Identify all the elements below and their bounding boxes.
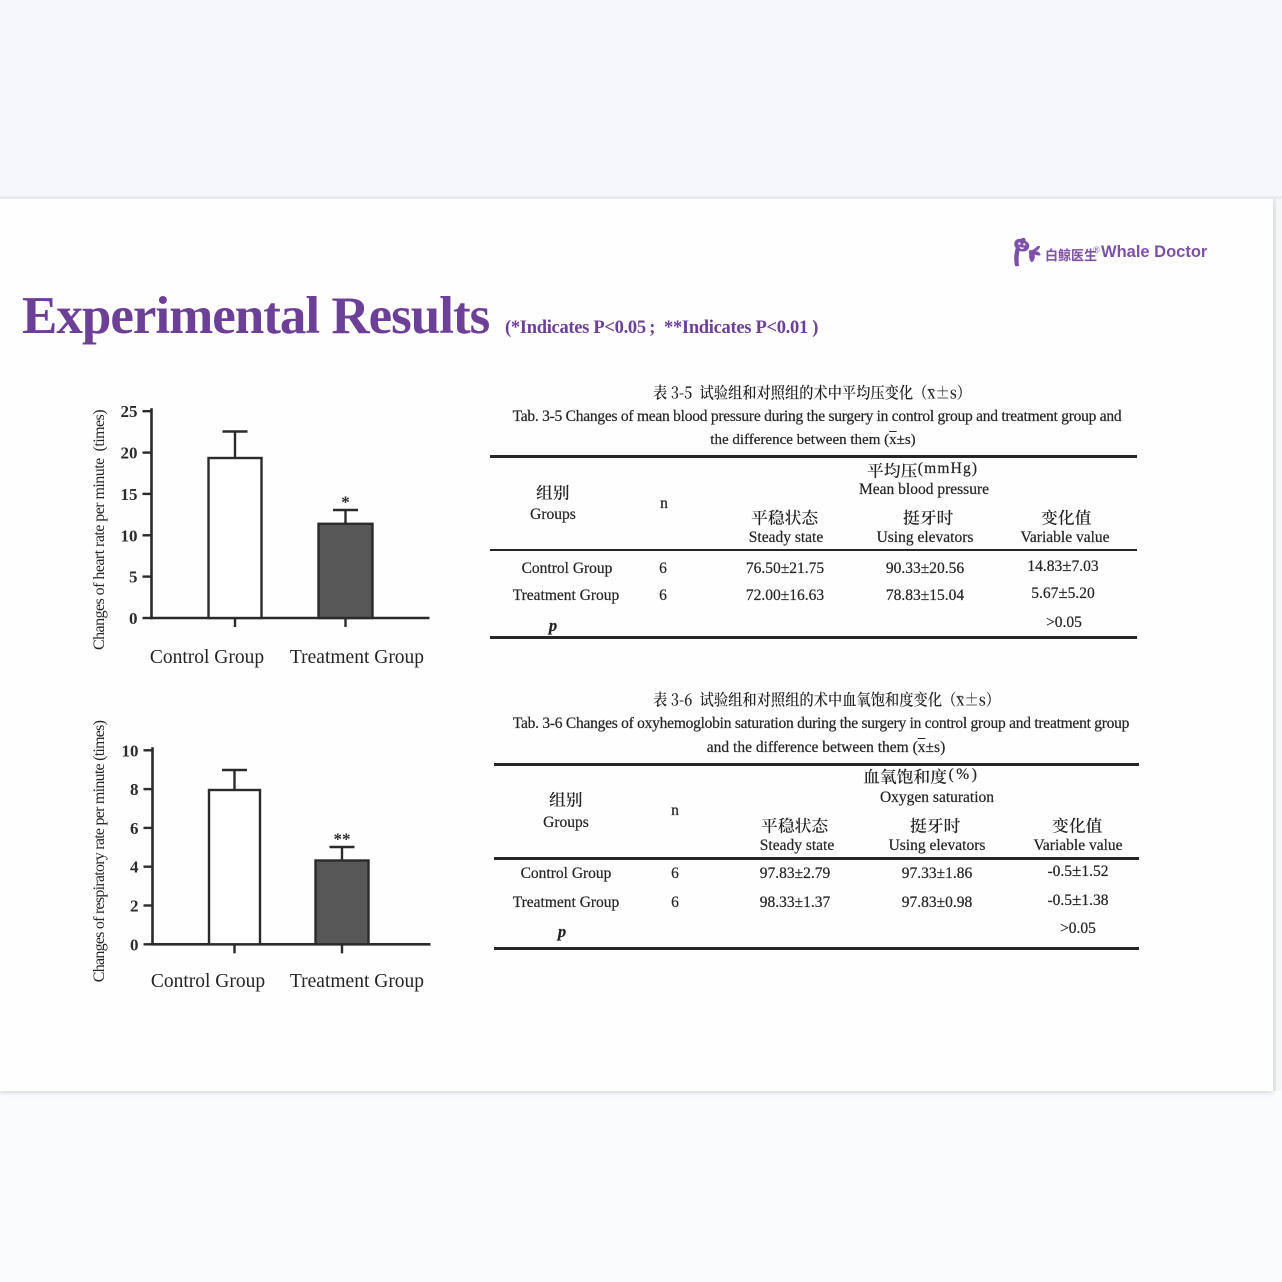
svg-text:Treatment Group: Treatment Group <box>290 971 424 992</box>
svg-text:15: 15 <box>121 485 138 504</box>
svg-text:*: * <box>341 493 350 512</box>
svg-text:4: 4 <box>130 858 139 877</box>
svg-text:0: 0 <box>130 935 139 954</box>
svg-text:10: 10 <box>121 526 138 545</box>
svg-text:25: 25 <box>121 402 138 421</box>
svg-text:20: 20 <box>121 444 138 463</box>
svg-text:Control Group: Control Group <box>150 647 264 668</box>
svg-text:8: 8 <box>130 780 139 799</box>
svg-text:**: ** <box>334 830 351 849</box>
svg-text:0: 0 <box>129 609 138 628</box>
svg-text:5: 5 <box>129 568 138 587</box>
svg-text:Treatment Group: Treatment Group <box>290 647 424 668</box>
svg-text:Changes of heart rate per minu: Changes of heart rate per minute (times) <box>91 410 108 650</box>
svg-text:6: 6 <box>130 819 139 838</box>
svg-text:Changes of respiratory rate pe: Changes of respiratory rate per minute (… <box>91 720 108 982</box>
svg-text:Control Group: Control Group <box>151 971 265 992</box>
svg-text:2: 2 <box>130 897 139 916</box>
svg-text:10: 10 <box>122 741 139 760</box>
